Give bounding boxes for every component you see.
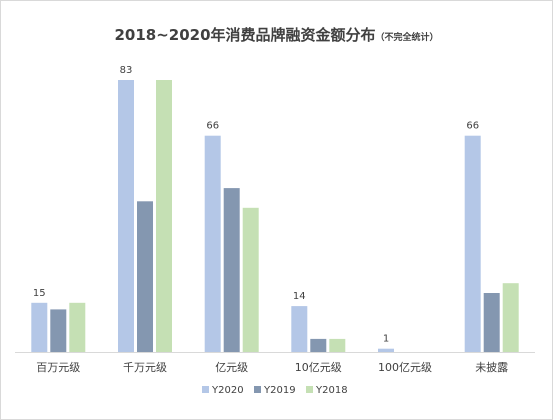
chart-title-block: 2018~2020年消费品牌融资金额分布（不完全统计） [0,24,553,45]
category-label-2: 亿元级 [215,361,248,374]
bar-y2018-0 [69,302,86,352]
data-labels-layer: 15 83 66 14 1 66 [33,65,479,345]
bar-y2018-3 [329,338,346,352]
bars-layer [31,80,519,352]
bar-y2020-4 [378,348,394,352]
data-label-y2020-0: 15 [33,288,46,299]
bar-y2020-0 [31,302,48,352]
legend-label-y2019: Y2019 [263,385,296,396]
category-label-3: 10亿元级 [295,361,342,374]
bar-y2019-5 [483,293,500,352]
legend-swatch-y2019 [254,386,261,393]
bar-y2020-1 [118,80,134,352]
bar-y2020-5 [464,135,481,352]
legend-label-y2018: Y2018 [315,385,348,396]
bar-y2018-5 [502,283,519,352]
bar-y2020-2 [204,135,221,352]
bar-y2019-1 [137,201,153,352]
data-label-y2020-1: 83 [120,65,133,76]
data-label-y2020-4: 1 [383,334,389,345]
chart-subtitle: （不完全统计） [375,33,439,43]
category-labels-layer: 百万元级 千万元级 亿元级 10亿元级 100亿元级 未披露 [36,360,508,374]
bar-y2018-2 [242,207,259,352]
category-label-4: 100亿元级 [378,361,432,374]
legend-label-y2020: Y2020 [211,385,244,396]
bar-y2019-2 [223,188,240,352]
data-label-y2020-5: 66 [466,121,479,132]
bar-y2019-3 [310,338,327,352]
category-label-5: 未披露 [475,360,508,374]
data-label-y2020-3: 14 [293,291,306,302]
legend-swatch-y2018 [306,386,313,393]
data-label-y2020-2: 66 [206,121,219,132]
bar-y2019-0 [50,309,67,352]
category-label-0: 百万元级 [36,361,80,374]
legend: Y2020 Y2019 Y2018 [202,385,348,396]
bar-y2020-3 [291,306,308,352]
bar-y2018-1 [156,80,172,352]
chart-title: 2018~2020年消费品牌融资金额分布 [114,26,376,44]
category-label-1: 千万元级 [123,361,167,374]
legend-swatch-y2020 [202,386,209,393]
